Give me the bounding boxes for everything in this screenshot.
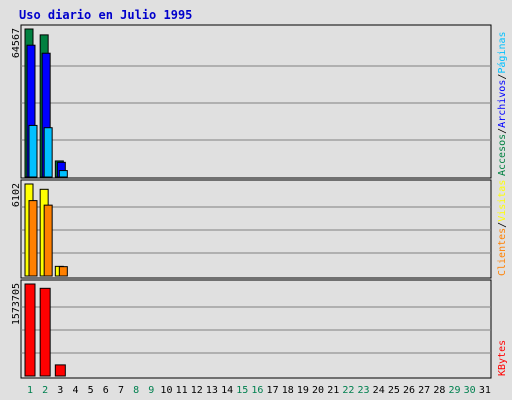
legend-separator: / <box>497 74 508 80</box>
legend-item: Clientes <box>497 228 508 276</box>
day-label-5: 5 <box>88 385 94 396</box>
legend-visits: Clientes/Visitas <box>497 180 508 276</box>
chart-panels: 64567Accesos/Archivos/Páginas6102Cliente… <box>11 24 508 379</box>
panel-frame <box>20 279 492 379</box>
legend-item: Archivos <box>497 80 508 128</box>
panel-frame <box>20 179 492 279</box>
day-label-28: 28 <box>433 385 445 396</box>
day-label-6: 6 <box>103 385 109 396</box>
day-label-31: 31 <box>479 385 491 396</box>
bar-páginas-day-1 <box>28 124 38 178</box>
bar-clientes-day-1 <box>28 200 38 277</box>
legend-kbytes: KBytes <box>497 340 508 376</box>
y-max-label: 6102 <box>11 183 22 207</box>
day-label-15: 15 <box>236 385 248 396</box>
day-label-26: 26 <box>403 385 415 396</box>
y-max-label: 64567 <box>11 28 22 58</box>
legend-item: Visitas <box>497 180 508 222</box>
day-label-19: 19 <box>297 385 309 396</box>
day-label-24: 24 <box>373 385 385 396</box>
day-label-21: 21 <box>327 385 339 396</box>
bar-clientes-day-2 <box>43 204 53 277</box>
day-label-12: 12 <box>191 385 203 396</box>
chart-title: Uso diario en Julio 1995 <box>19 8 192 22</box>
day-label-16: 16 <box>251 385 263 396</box>
panel-frame <box>20 24 492 179</box>
bar-kbytes-day-2 <box>39 287 51 377</box>
day-label-4: 4 <box>72 385 78 396</box>
day-label-1: 1 <box>27 385 33 396</box>
bar-kbytes-day-1 <box>24 283 36 377</box>
y-max-label: 1573705 <box>11 283 22 325</box>
day-label-23: 23 <box>358 385 370 396</box>
day-label-27: 27 <box>418 385 430 396</box>
day-label-3: 3 <box>57 385 63 396</box>
legend-hits: Accesos/Archivos/Páginas <box>496 31 508 176</box>
day-label-11: 11 <box>176 385 188 396</box>
day-label-30: 30 <box>464 385 476 396</box>
day-label-18: 18 <box>282 385 294 396</box>
panel-kbytes: 1573705 KBytes <box>11 279 508 379</box>
day-label-13: 13 <box>206 385 218 396</box>
day-label-17: 17 <box>267 385 279 396</box>
day-label-14: 14 <box>221 385 233 396</box>
day-label-9: 9 <box>148 385 154 396</box>
legend-item: KBytes <box>497 340 508 376</box>
day-label-22: 22 <box>342 385 354 396</box>
day-label-29: 29 <box>448 385 460 396</box>
legend-separator: / <box>497 128 508 134</box>
day-labels: 1 2 3 4 5 6 7 8 9 10 11 12 13 14 15 16 17 18 19 20 21 22 23 24 2… <box>27 385 491 396</box>
bar-páginas-day-3 <box>58 170 68 178</box>
legend-separator: / <box>497 222 508 228</box>
day-label-7: 7 <box>118 385 124 396</box>
day-label-20: 20 <box>312 385 324 396</box>
legend-item: Páginas <box>496 31 508 73</box>
bar-clientes-day-3 <box>58 266 68 277</box>
day-label-8: 8 <box>133 385 139 396</box>
day-label-10: 10 <box>160 385 172 396</box>
bar-kbytes-day-3 <box>54 364 66 377</box>
day-label-25: 25 <box>388 385 400 396</box>
bar-páginas-day-2 <box>43 127 53 178</box>
panel-visits: 6102 Clientes/Visitas <box>11 179 508 279</box>
legend-item: Accesos <box>497 134 508 176</box>
day-label-2: 2 <box>42 385 48 396</box>
